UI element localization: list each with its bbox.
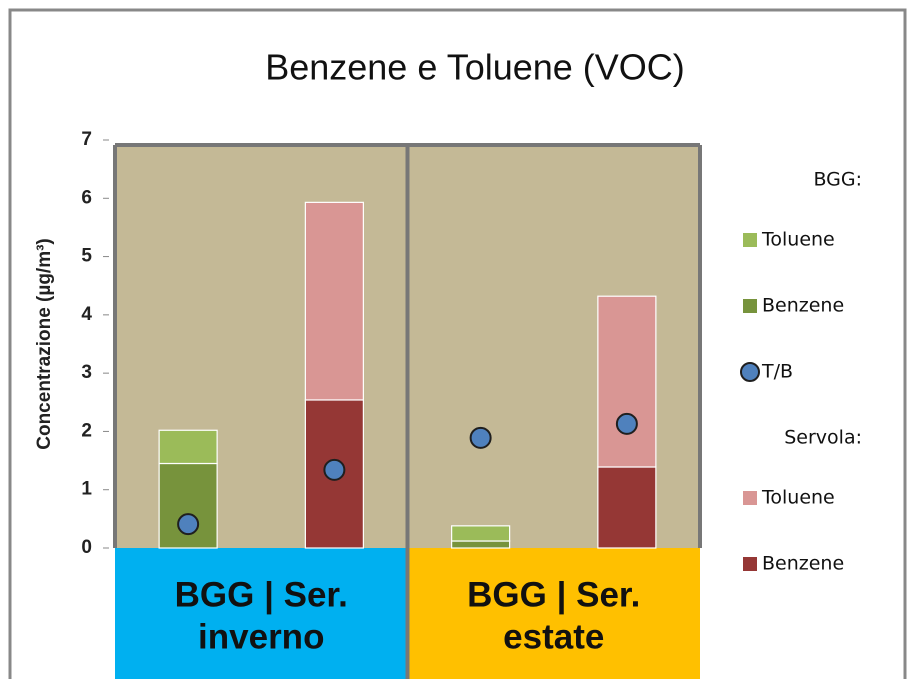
legend-label: Toluene [761, 487, 835, 509]
y-tick-label: 4 [81, 304, 92, 325]
chart-title: Benzene e Toluene (VOC) [265, 47, 685, 88]
y-axis-label: Concentrazione (µg/m³) [34, 238, 55, 450]
y-tick-label: 6 [81, 187, 92, 208]
legend-marker [740, 362, 760, 382]
x-group-label: BGG | Ser. [467, 575, 640, 614]
y-tick-label: 0 [81, 537, 92, 558]
point [323, 458, 346, 481]
y-tick-label: 7 [81, 129, 92, 150]
x-group-box [115, 548, 408, 679]
legend-header: Servola: [784, 427, 862, 449]
legend-marker [743, 233, 757, 247]
bar-segment [451, 540, 511, 549]
bar-segment [597, 466, 657, 549]
bar-segment [304, 201, 364, 401]
point [177, 513, 200, 536]
bar-segment [597, 295, 657, 468]
x-group-label: inverno [198, 617, 324, 656]
point [615, 412, 638, 435]
bar-segment [451, 525, 511, 542]
y-tick-label: 2 [81, 420, 92, 441]
bar-segment [158, 429, 218, 465]
legend-label: Toluene [761, 229, 835, 251]
point [469, 426, 492, 449]
legend-marker [743, 299, 757, 313]
x-group-label: estate [503, 617, 604, 656]
legend-label: Benzene [762, 553, 844, 575]
legend-header: BGG: [813, 169, 862, 191]
bar-segment [158, 462, 218, 549]
legend-label: T/B [761, 361, 793, 383]
legend-label: Benzene [762, 295, 844, 317]
legend-marker [743, 491, 757, 505]
y-tick-label: 5 [81, 246, 92, 267]
y-tick-label: 1 [81, 479, 92, 500]
x-group-box [407, 548, 700, 679]
x-group-label: BGG | Ser. [175, 575, 348, 614]
y-tick-label: 3 [81, 362, 92, 383]
legend-marker [743, 557, 757, 571]
